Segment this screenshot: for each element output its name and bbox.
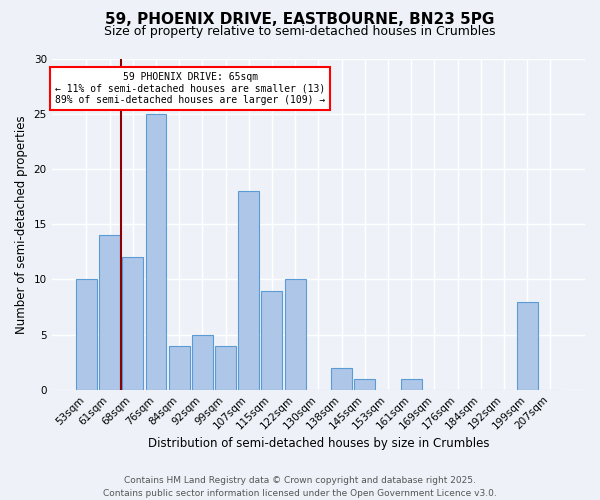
Bar <box>284 280 305 390</box>
Bar <box>122 258 143 390</box>
Text: Contains HM Land Registry data © Crown copyright and database right 2025.
Contai: Contains HM Land Registry data © Crown c… <box>103 476 497 498</box>
Bar <box>192 334 213 390</box>
Bar <box>99 236 120 390</box>
Y-axis label: Number of semi-detached properties: Number of semi-detached properties <box>15 115 28 334</box>
Text: 59 PHOENIX DRIVE: 65sqm
← 11% of semi-detached houses are smaller (13)
89% of se: 59 PHOENIX DRIVE: 65sqm ← 11% of semi-de… <box>55 72 325 106</box>
X-axis label: Distribution of semi-detached houses by size in Crumbles: Distribution of semi-detached houses by … <box>148 437 489 450</box>
Bar <box>331 368 352 390</box>
Bar <box>354 378 375 390</box>
Text: Size of property relative to semi-detached houses in Crumbles: Size of property relative to semi-detach… <box>104 25 496 38</box>
Bar <box>169 346 190 390</box>
Bar <box>401 378 422 390</box>
Text: 59, PHOENIX DRIVE, EASTBOURNE, BN23 5PG: 59, PHOENIX DRIVE, EASTBOURNE, BN23 5PG <box>106 12 494 28</box>
Bar <box>262 290 283 390</box>
Bar <box>76 280 97 390</box>
Bar <box>238 192 259 390</box>
Bar <box>215 346 236 390</box>
Bar <box>517 302 538 390</box>
Bar <box>146 114 166 390</box>
